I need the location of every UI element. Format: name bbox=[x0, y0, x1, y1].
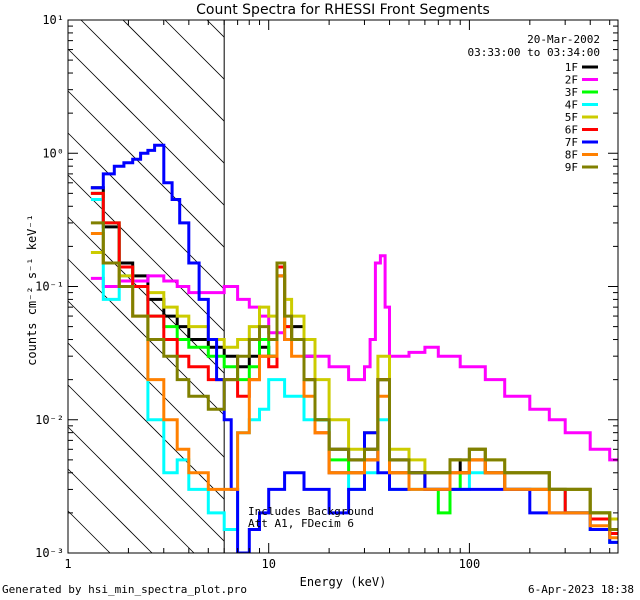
series-line-6F bbox=[90, 191, 618, 535]
footer-generator: Generated by hsi_min_spectra_plot.pro bbox=[2, 583, 248, 596]
legend-label-5F: 5F bbox=[565, 111, 578, 124]
legend-label-1F: 1F bbox=[565, 61, 578, 74]
hatch-line bbox=[67, 174, 225, 332]
y-axis-label: counts cm⁻² s⁻¹ keV⁻¹ bbox=[25, 214, 39, 366]
x-tick-label: 10 bbox=[261, 557, 275, 571]
hatch-line bbox=[67, 510, 111, 554]
series-layer bbox=[90, 143, 618, 553]
y-tick-label: 10¹ bbox=[42, 13, 64, 27]
hatch-line bbox=[67, 258, 225, 416]
legend-label-4F: 4F bbox=[565, 99, 578, 112]
y-tick-label: 10⁻¹ bbox=[35, 280, 64, 294]
date-label: 20-Mar-2002 bbox=[527, 33, 600, 46]
series-line-5F bbox=[90, 251, 618, 521]
series-line-1F bbox=[90, 186, 618, 531]
legend-label-3F: 3F bbox=[565, 86, 578, 99]
hatch-line bbox=[122, 19, 225, 122]
series-line-2F bbox=[90, 254, 618, 462]
hatch-line bbox=[67, 384, 225, 542]
series-line-4F bbox=[90, 198, 618, 544]
x-axis-label: Energy (keV) bbox=[300, 575, 387, 589]
x-tick-label: 1 bbox=[64, 557, 71, 571]
legend-label-6F: 6F bbox=[565, 124, 578, 137]
series-line-7F bbox=[90, 143, 618, 553]
y-tick-label: 10⁻³ bbox=[35, 546, 64, 560]
y-tick-label: 10⁰ bbox=[42, 146, 64, 160]
chart-title: Count Spectra for RHESSI Front Segments bbox=[196, 2, 490, 18]
footer-date: 6-Apr-2023 18:38 bbox=[528, 583, 634, 596]
hatch-line bbox=[80, 19, 225, 164]
hatch-line bbox=[164, 19, 225, 80]
x-tick-label: 100 bbox=[459, 557, 481, 571]
hatch-line bbox=[67, 216, 225, 374]
hatch-line bbox=[206, 19, 225, 38]
hatch-line bbox=[67, 90, 225, 248]
hatch-line bbox=[67, 48, 225, 206]
legend-label-7F: 7F bbox=[565, 136, 578, 149]
hatch-line bbox=[67, 132, 225, 290]
series-line-9F bbox=[90, 221, 618, 531]
legend-label-8F: 8F bbox=[565, 149, 578, 162]
hatch-line bbox=[67, 426, 195, 554]
series-line-8F bbox=[90, 232, 618, 540]
legend-label-2F: 2F bbox=[565, 74, 578, 87]
legend-label-9F: 9F bbox=[565, 161, 578, 174]
hatch-line bbox=[67, 300, 225, 458]
annotation-background: Includes Background bbox=[248, 505, 374, 518]
y-tick-label: 10⁻² bbox=[35, 413, 64, 427]
time-range-label: 03:33:00 to 03:34:00 bbox=[468, 46, 600, 59]
axes: 10⁻³ 10⁻² 10⁻¹ 10⁰ 10¹ 1 10 100 bbox=[35, 13, 618, 571]
annotation-attenuator: Att A1, FDecim 6 bbox=[248, 517, 354, 530]
hatch-line bbox=[67, 468, 153, 554]
